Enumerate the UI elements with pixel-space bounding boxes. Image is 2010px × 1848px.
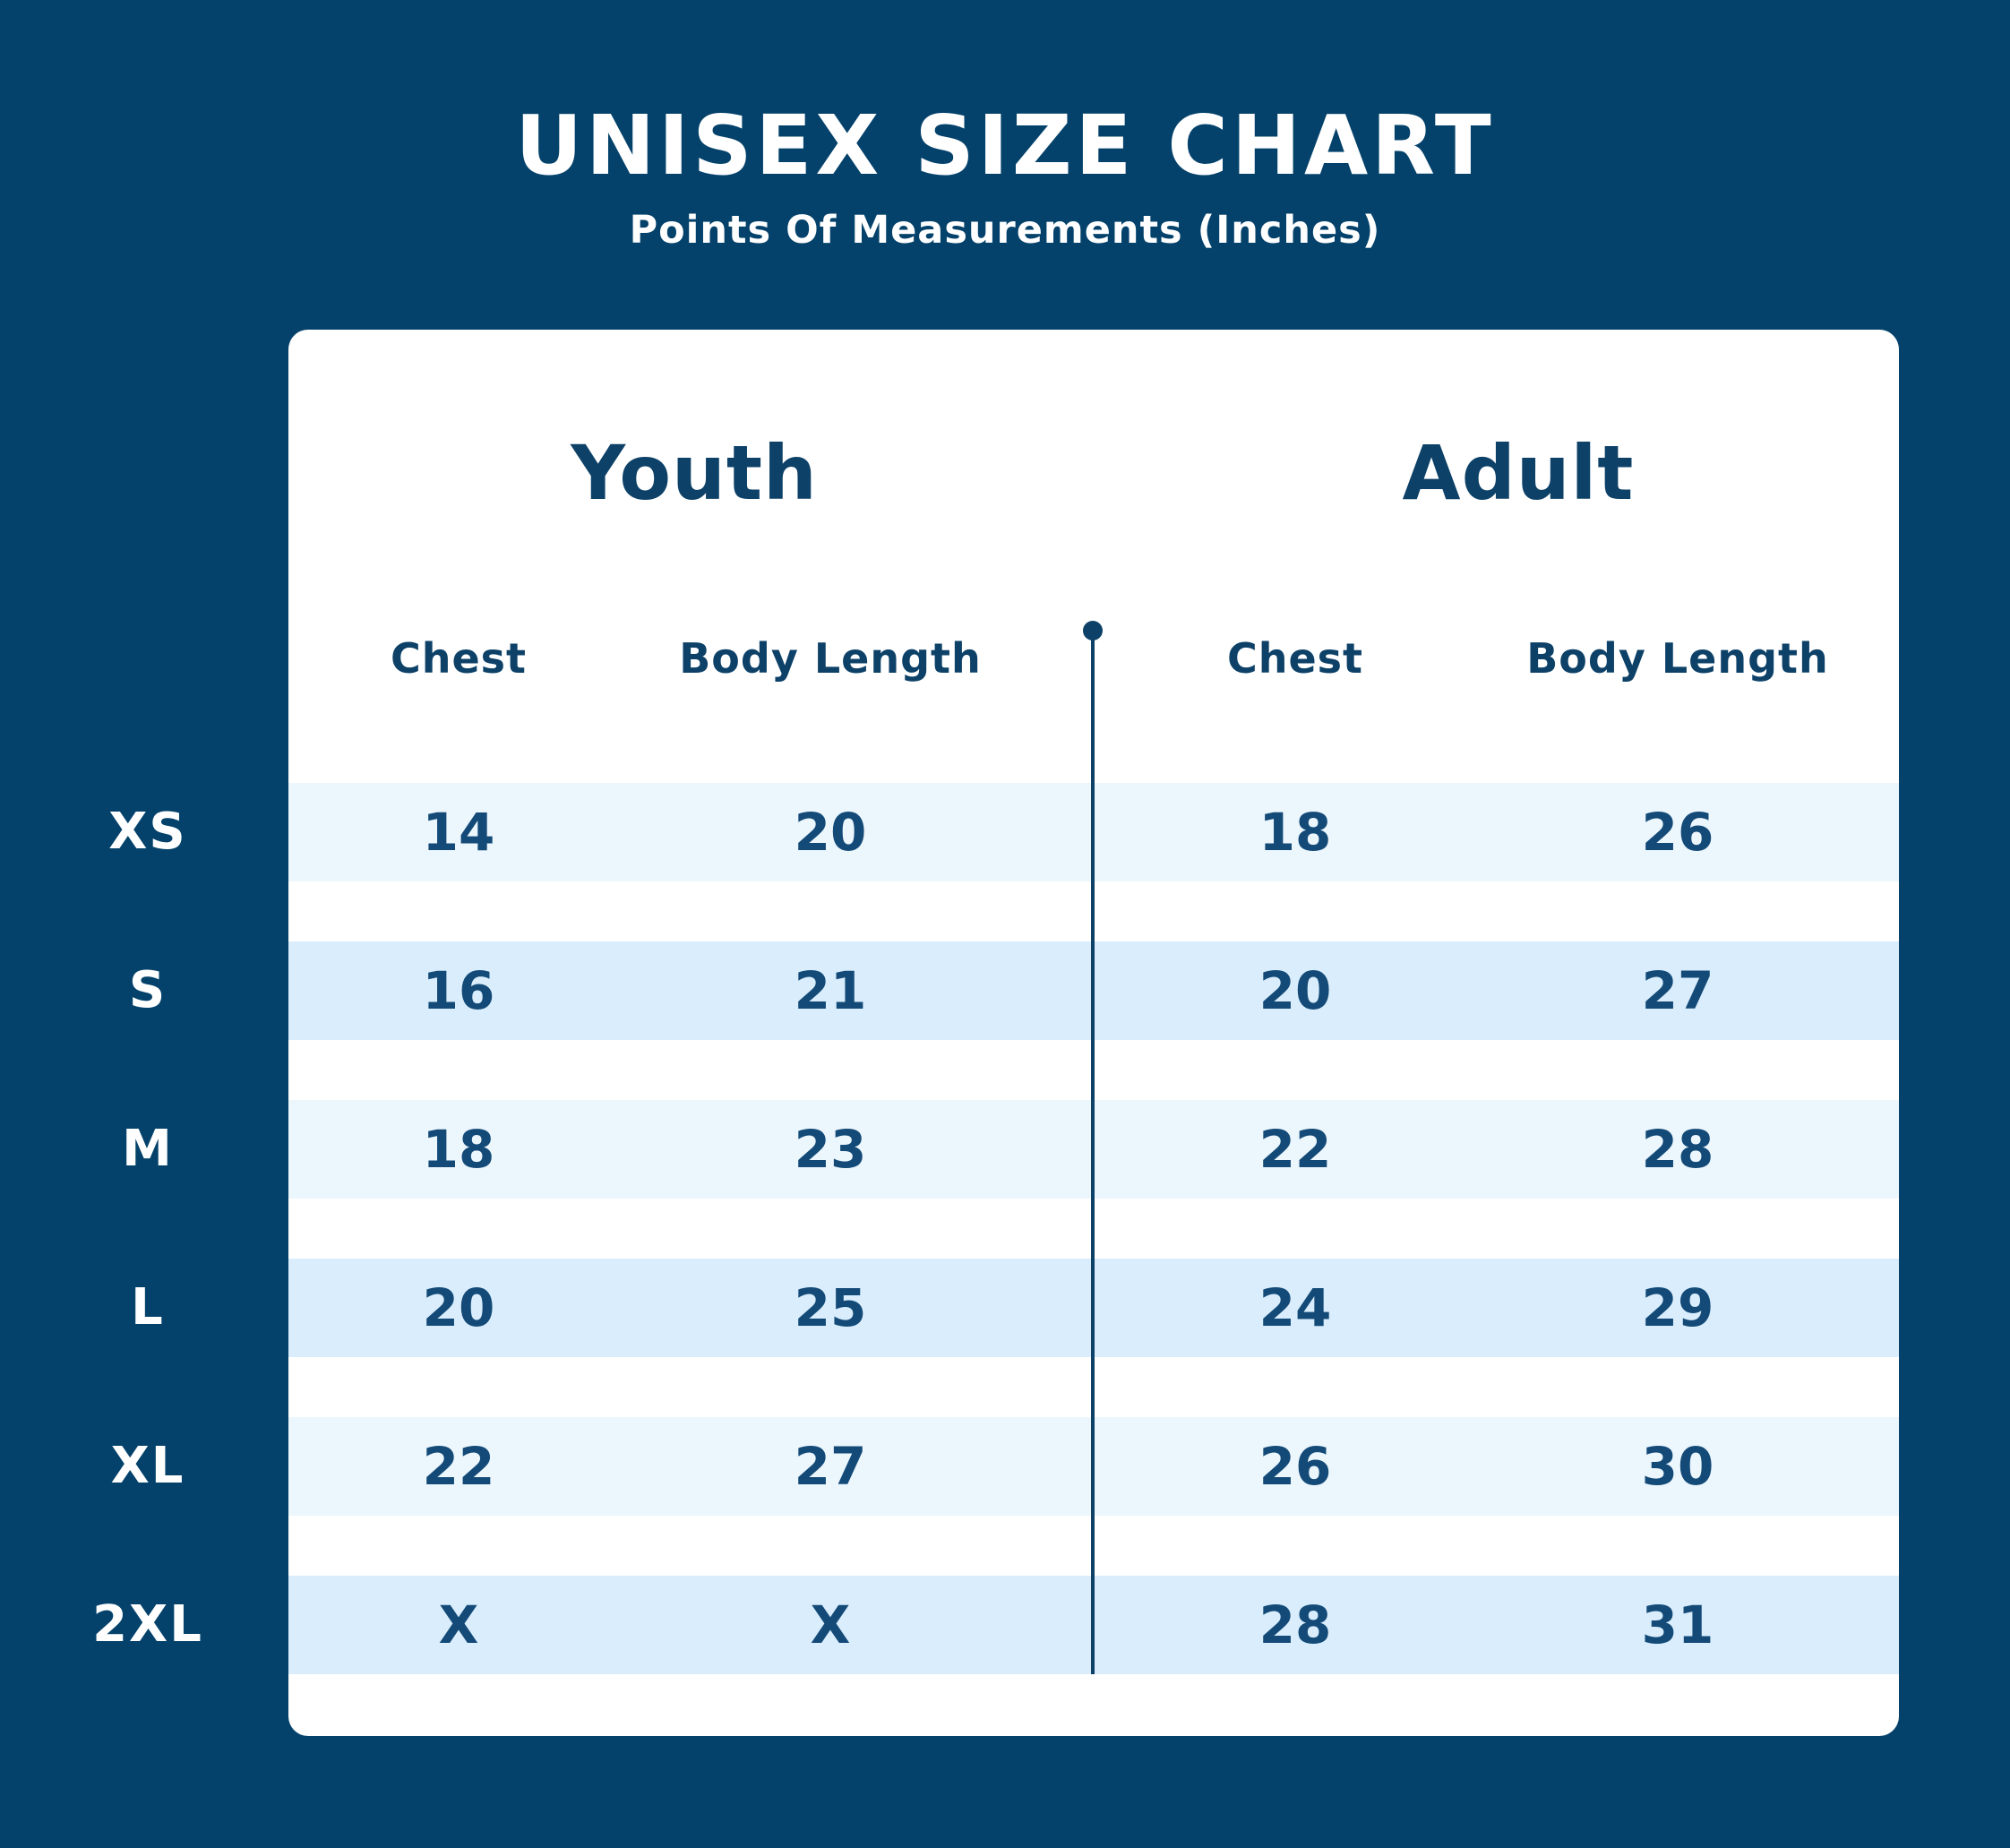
cell-youth-chest: X — [438, 1594, 479, 1655]
row-size-label: S — [128, 961, 168, 1019]
cell-adult-body-length: 29 — [1641, 1277, 1714, 1338]
table-row-xl: XL 22 27 26 30 — [0, 1417, 2010, 1516]
cell-adult-chest: 24 — [1258, 1277, 1332, 1338]
page-subtitle: Points Of Measurements (Inches) — [629, 208, 1381, 253]
cell-adult-chest: 26 — [1258, 1436, 1332, 1497]
table-row-m: M 18 23 22 28 — [0, 1100, 2010, 1199]
column-header-adult-body-length: Body Length — [1526, 634, 1829, 683]
table-row-2xl: 2XL X X 28 31 — [0, 1576, 2010, 1674]
row-size-label: XL — [110, 1437, 185, 1495]
row-size-label: L — [131, 1278, 165, 1337]
cell-youth-chest: 22 — [422, 1436, 495, 1497]
cell-youth-body-length: 21 — [794, 960, 867, 1021]
cell-adult-chest: 18 — [1258, 802, 1332, 863]
row-size-label: M — [122, 1120, 174, 1178]
page-title: UNISEX SIZE CHART — [515, 98, 1495, 193]
cell-adult-chest: 20 — [1258, 960, 1332, 1021]
table-row-l: L 20 25 24 29 — [0, 1259, 2010, 1357]
cell-youth-body-length: X — [810, 1594, 851, 1655]
cell-adult-body-length: 26 — [1641, 802, 1714, 863]
row-size-label: 2XL — [92, 1595, 203, 1654]
group-header-youth: Youth — [571, 429, 818, 517]
cell-adult-chest: 22 — [1258, 1119, 1332, 1180]
column-header-youth-body-length: Body Length — [679, 634, 982, 683]
group-header-adult: Adult — [1402, 429, 1635, 517]
row-size-label: XS — [108, 803, 187, 861]
youth-adult-divider — [1091, 631, 1095, 1674]
table-row-xs: XS 14 20 18 26 — [0, 783, 2010, 881]
cell-adult-body-length: 28 — [1641, 1119, 1714, 1180]
table-row-s: S 16 21 20 27 — [0, 941, 2010, 1040]
cell-youth-body-length: 27 — [794, 1436, 867, 1497]
cell-youth-body-length: 20 — [794, 802, 867, 863]
cell-adult-body-length: 31 — [1641, 1594, 1714, 1655]
cell-youth-chest: 20 — [422, 1277, 495, 1338]
cell-youth-body-length: 23 — [794, 1119, 867, 1180]
cell-youth-chest: 16 — [422, 960, 495, 1021]
cell-youth-body-length: 25 — [794, 1277, 867, 1338]
cell-adult-chest: 28 — [1258, 1594, 1332, 1655]
column-header-youth-chest: Chest — [390, 634, 528, 683]
cell-adult-body-length: 27 — [1641, 960, 1714, 1021]
cell-youth-chest: 18 — [422, 1119, 495, 1180]
cell-adult-body-length: 30 — [1641, 1436, 1714, 1497]
column-header-adult-chest: Chest — [1226, 634, 1364, 683]
cell-youth-chest: 14 — [422, 802, 495, 863]
